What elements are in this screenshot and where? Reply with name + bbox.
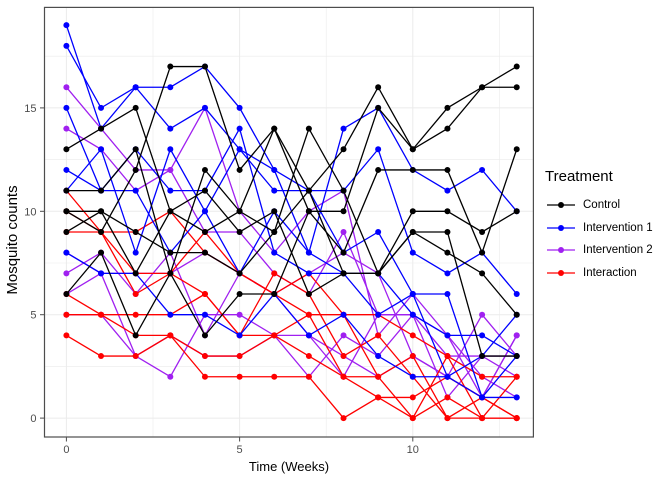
svg-text:5: 5 [237, 444, 243, 456]
svg-text:10: 10 [24, 206, 36, 218]
svg-text:0: 0 [63, 444, 69, 456]
svg-text:5: 5 [30, 310, 36, 322]
svg-text:15: 15 [24, 103, 36, 115]
svg-text:10: 10 [407, 444, 419, 456]
svg-text:0: 0 [30, 413, 36, 425]
